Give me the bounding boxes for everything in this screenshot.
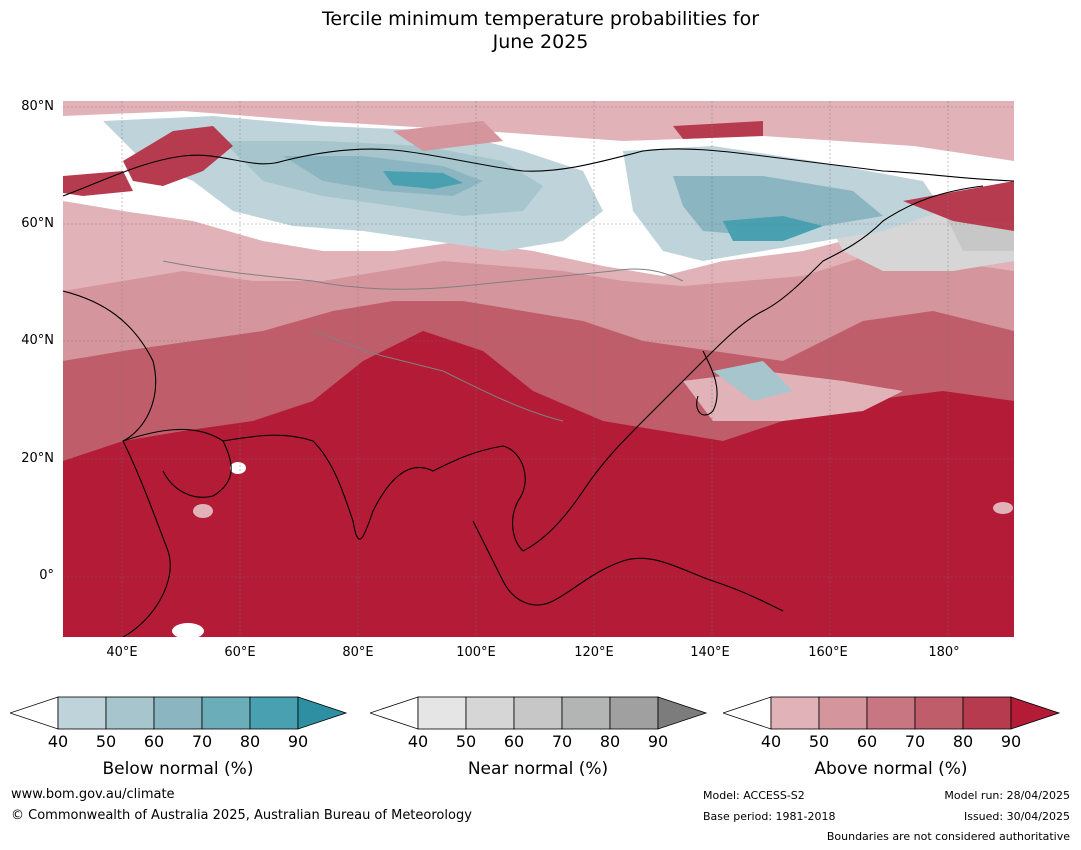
- model-run-text: Model run: 28/04/2025: [944, 789, 1070, 802]
- tick-above-40: 40: [760, 732, 782, 751]
- tick-below-40: 40: [47, 732, 69, 751]
- lon-label-80e: 80°E: [342, 645, 374, 660]
- colorbar-below-cell: [249, 696, 299, 730]
- patch-above-40-1: [193, 504, 213, 518]
- colorbar-above-extend-low: [723, 696, 772, 730]
- colorbar-above-cells: [723, 696, 1061, 730]
- lon-label-180: 180°: [928, 645, 960, 660]
- colorbar-near-extend-low: [370, 696, 419, 730]
- colorbar-near-cell: [561, 696, 611, 730]
- tick-above-70: 70: [904, 732, 926, 751]
- copyright-text: © Commonwealth of Australia 2025, Austra…: [11, 808, 472, 823]
- tick-above-80: 80: [952, 732, 974, 751]
- colorbar-below-cell: [153, 696, 203, 730]
- model-text: Model: ACCESS-S2: [703, 789, 805, 802]
- colorbar-near-title: Near normal (%): [467, 759, 609, 779]
- lat-label-0: 0°: [39, 568, 54, 583]
- colorbar-below-cell: [105, 696, 155, 730]
- colorbar-below-extend-high: [297, 696, 348, 730]
- disclaimer-text: Boundaries are not considered authoritat…: [826, 830, 1070, 843]
- colorbar-below-cell: [57, 696, 107, 730]
- colorbar-above-cell: [962, 696, 1012, 730]
- region-below-60-japan: [713, 361, 793, 401]
- tick-near-90: 90: [647, 732, 669, 751]
- colorbar-below-cells: [10, 696, 348, 730]
- tick-below-70: 70: [191, 732, 213, 751]
- region-above-80-scandinavia: [123, 126, 233, 186]
- colorbar-near-cell: [513, 696, 563, 730]
- region-above-50-arctic: [393, 121, 503, 151]
- colorbar-above: [723, 696, 1061, 730]
- title-line-2: June 2025: [492, 31, 589, 53]
- patch-above-40-2: [993, 502, 1013, 514]
- probability-map: [63, 101, 1014, 637]
- region-above-80-arctic: [673, 121, 763, 139]
- lat-label-20n: 20°N: [21, 451, 54, 466]
- tick-above-60: 60: [856, 732, 878, 751]
- patch-neutral-1: [172, 623, 204, 637]
- tick-near-80: 80: [599, 732, 621, 751]
- tick-below-90: 90: [287, 732, 309, 751]
- colorbar-above-cell: [818, 696, 868, 730]
- lat-label-80n: 80°N: [21, 99, 54, 114]
- country-borders: [162, 260, 684, 422]
- graticule: [63, 101, 1014, 637]
- colorbar-below-title: Below normal (%): [102, 759, 254, 779]
- colorbar-near-cells: [370, 696, 708, 730]
- title-line-1: Tercile minimum temperature probabilitie…: [321, 8, 760, 30]
- tick-above-50: 50: [808, 732, 830, 751]
- base-period-text: Base period: 1981-2018: [703, 810, 836, 823]
- colorbar-below: [10, 696, 348, 730]
- lon-label-40e: 40°E: [106, 645, 138, 660]
- tick-near-40: 40: [407, 732, 429, 751]
- colorbar-near-cell: [417, 696, 467, 730]
- colorbar-above-extend-high: [1010, 696, 1061, 730]
- region-below-90-east: [723, 216, 823, 241]
- lon-label-160e: 160°E: [808, 645, 848, 660]
- colorbar-near-cell: [609, 696, 659, 730]
- lon-label-100e: 100°E: [456, 645, 496, 660]
- region-below-90: [383, 171, 463, 189]
- colorbar-near-cell: [465, 696, 515, 730]
- coastlines: [63, 148, 1014, 637]
- tick-near-50: 50: [455, 732, 477, 751]
- colorbar-below-extend-low: [10, 696, 59, 730]
- colorbar-near-extend-high: [657, 696, 708, 730]
- map-title: Tercile minimum temperature probabilitie…: [0, 8, 1081, 54]
- lon-label-120e: 120°E: [574, 645, 614, 660]
- colorbar-above-cell: [770, 696, 820, 730]
- lat-label-40n: 40°N: [21, 333, 54, 348]
- region-above-80-bering: [903, 181, 1014, 231]
- colorbar-above-cell: [866, 696, 916, 730]
- colorbar-below-cell: [201, 696, 251, 730]
- lat-label-60n: 60°N: [21, 216, 54, 231]
- bom-url-link[interactable]: www.bom.gov.au/climate: [11, 787, 175, 802]
- tick-below-60: 60: [143, 732, 165, 751]
- colorbar-above-cell: [914, 696, 964, 730]
- tick-near-60: 60: [503, 732, 525, 751]
- lon-label-60e: 60°E: [224, 645, 256, 660]
- tick-near-70: 70: [551, 732, 573, 751]
- tick-below-80: 80: [239, 732, 261, 751]
- issued-text: Issued: 30/04/2025: [963, 810, 1070, 823]
- colorbar-above-title: Above normal (%): [814, 759, 968, 779]
- map-canvas: [63, 101, 1014, 637]
- patch-neutral-2: [230, 462, 246, 474]
- colorbar-near: [370, 696, 708, 730]
- tick-below-50: 50: [95, 732, 117, 751]
- tick-above-90: 90: [1000, 732, 1022, 751]
- lon-label-140e: 140°E: [690, 645, 730, 660]
